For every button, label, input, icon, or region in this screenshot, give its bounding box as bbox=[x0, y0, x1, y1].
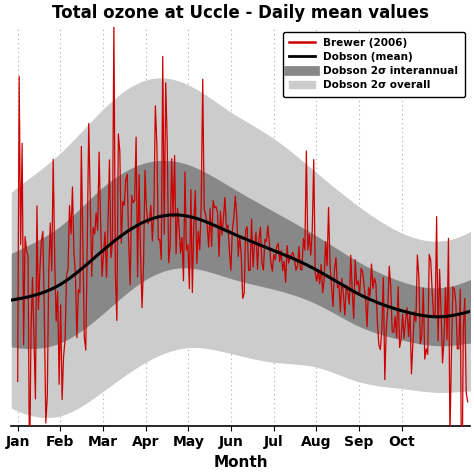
X-axis label: Month: Month bbox=[213, 455, 268, 470]
Title: Total ozone at Uccle - Daily mean values: Total ozone at Uccle - Daily mean values bbox=[52, 4, 429, 22]
Legend: Brewer (2006), Dobson (mean), Dobson 2σ interannual, Dobson 2σ overall: Brewer (2006), Dobson (mean), Dobson 2σ … bbox=[283, 32, 465, 97]
